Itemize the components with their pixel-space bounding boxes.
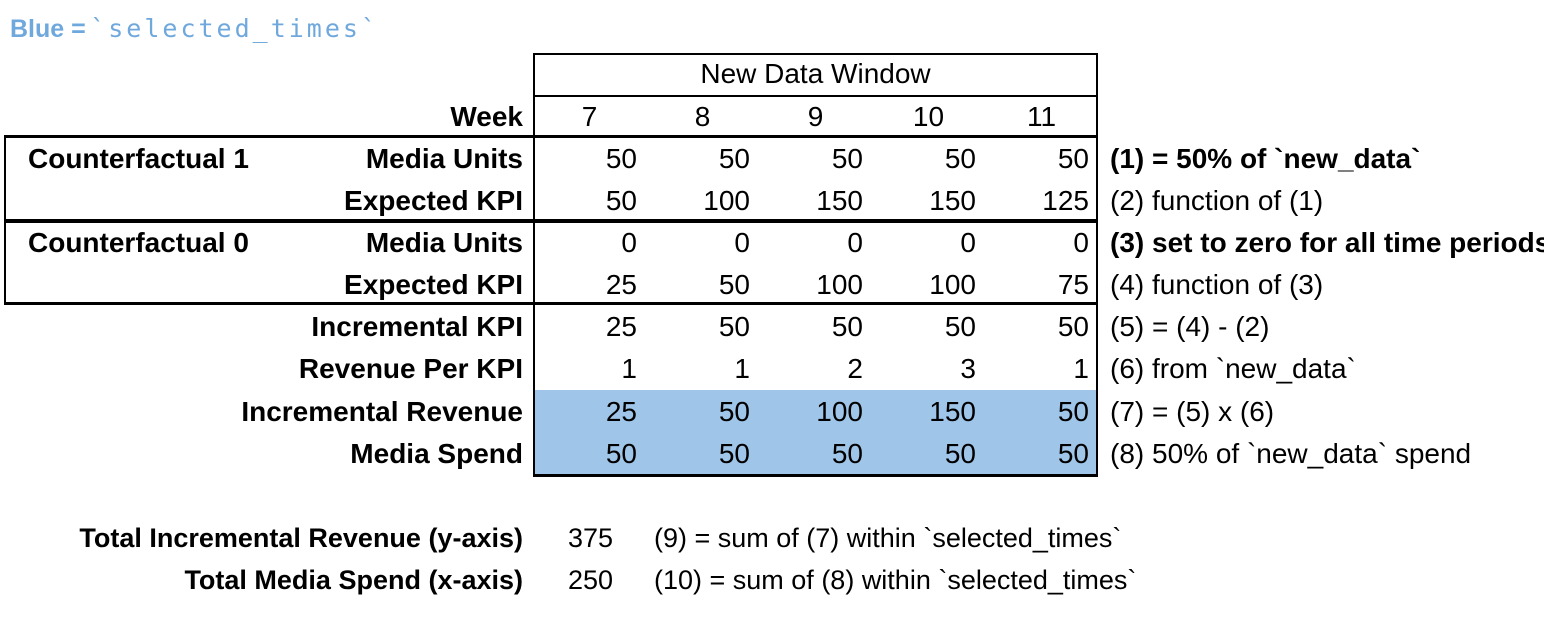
cell-value: 150 bbox=[929, 395, 976, 427]
week-number: 10 bbox=[912, 100, 945, 132]
header-box bbox=[533, 53, 1098, 97]
counterfactual-1-label: Counterfactual 1 bbox=[28, 142, 249, 174]
cell-value: 25 bbox=[605, 395, 637, 427]
cell-value: 150 bbox=[929, 184, 976, 216]
cell-value: 1 bbox=[1073, 352, 1089, 384]
cell-value: 75 bbox=[1057, 268, 1089, 300]
table-row-incremental-kpi: Incremental KPI 25 50 50 50 50 (5) = (4)… bbox=[0, 305, 1269, 348]
selected-times-highlight bbox=[535, 390, 1096, 475]
cell-value: 50 bbox=[831, 142, 863, 174]
cell-value: 1 bbox=[621, 352, 637, 384]
counterfactual-0-box bbox=[4, 221, 1098, 305]
cell-value: 0 bbox=[734, 226, 750, 258]
cell-value: 50 bbox=[944, 142, 976, 174]
total-value: 250 bbox=[568, 564, 614, 595]
cell-value: 50 bbox=[718, 142, 750, 174]
cell-value: 1 bbox=[734, 352, 750, 384]
week-label: Week bbox=[450, 100, 523, 132]
row-label: Media Spend bbox=[350, 437, 523, 469]
cell-value: 50 bbox=[718, 268, 750, 300]
cell-value: 3 bbox=[960, 352, 976, 384]
row-label: Media Units bbox=[365, 142, 523, 174]
cell-value: 2 bbox=[847, 352, 863, 384]
cell-value: 150 bbox=[816, 184, 863, 216]
total-note: (10) = sum of (8) within `selected_times… bbox=[654, 564, 1137, 595]
cell-value: 25 bbox=[605, 268, 637, 300]
total-note: (9) = sum of (7) within `selected_times` bbox=[654, 522, 1122, 553]
cell-value: 100 bbox=[929, 268, 976, 300]
total-label: Total Media Spend (x-axis) bbox=[184, 564, 523, 595]
table-row-revenue-per-kpi: Revenue Per KPI 1 1 2 3 1 (6) from `new_… bbox=[0, 347, 1356, 390]
cell-value: 100 bbox=[816, 395, 863, 427]
legend: Blue = `selected_times` bbox=[10, 14, 379, 44]
cell-value: 50 bbox=[718, 437, 750, 469]
week-number: 7 bbox=[581, 100, 598, 132]
cell-value: 50 bbox=[1057, 142, 1089, 174]
row-label: Revenue Per KPI bbox=[298, 352, 523, 384]
row-note: (1) = 50% of `new_data` bbox=[1110, 142, 1421, 174]
row-note: (6) from `new_data` bbox=[1110, 352, 1356, 384]
row-label: Incremental KPI bbox=[311, 310, 523, 342]
table-row-media-spend: Media Spend 50 50 50 50 50 (8) 50% of `n… bbox=[0, 432, 1471, 475]
cell-value: 50 bbox=[605, 437, 637, 469]
legend-prefix: Blue = bbox=[10, 15, 86, 43]
table-row-expected-kpi-cf0: Expected KPI 25 50 100 100 75 (4) functi… bbox=[0, 263, 1323, 306]
cell-value: 50 bbox=[1057, 395, 1089, 427]
cell-value: 125 bbox=[1042, 184, 1089, 216]
week-number: 9 bbox=[807, 100, 824, 132]
cell-value: 0 bbox=[1073, 226, 1089, 258]
cell-value: 50 bbox=[718, 310, 750, 342]
week-row: Week 7 8 9 10 11 bbox=[0, 95, 1098, 138]
cell-value: 0 bbox=[847, 226, 863, 258]
total-incremental-revenue-row: Total Incremental Revenue (y-axis) 375 (… bbox=[0, 517, 1121, 559]
row-label: Expected KPI bbox=[344, 268, 523, 300]
cell-value: 50 bbox=[831, 310, 863, 342]
cell-value: 0 bbox=[621, 226, 637, 258]
row-note: (7) = (5) x (6) bbox=[1110, 395, 1275, 427]
table-row-incremental-revenue: Incremental Revenue 25 50 100 150 50 (7)… bbox=[0, 390, 1274, 433]
cell-value: 50 bbox=[944, 437, 976, 469]
cell-value: 50 bbox=[718, 395, 750, 427]
cell-value: 0 bbox=[960, 226, 976, 258]
row-note: (2) function of (1) bbox=[1110, 184, 1324, 216]
row-label: Expected KPI bbox=[344, 184, 523, 216]
cell-value: 100 bbox=[703, 184, 750, 216]
row-note: (5) = (4) - (2) bbox=[1110, 310, 1270, 342]
cell-value: 50 bbox=[1057, 437, 1089, 469]
week-number: 8 bbox=[694, 100, 711, 132]
new-data-window-header: New Data Window bbox=[700, 58, 931, 89]
cell-value: 50 bbox=[605, 142, 637, 174]
cell-value: 50 bbox=[831, 437, 863, 469]
table-row-media-units-cf0: Media Units 0 0 0 0 0 (3) set to zero fo… bbox=[0, 221, 1544, 264]
cell-value: 50 bbox=[944, 310, 976, 342]
row-note: (8) 50% of `new_data` spend bbox=[1110, 437, 1472, 469]
table-row-expected-kpi-cf1: Expected KPI 50 100 150 150 125 (2) func… bbox=[0, 179, 1323, 222]
total-value: 375 bbox=[568, 522, 614, 553]
counterfactual-1-box bbox=[4, 135, 1098, 221]
cell-value: 50 bbox=[1057, 310, 1089, 342]
legend-code-selected-times: `selected_times` bbox=[90, 14, 380, 43]
row-label: Incremental Revenue bbox=[241, 395, 523, 427]
counterfactual-0-label: Counterfactual 0 bbox=[28, 226, 249, 258]
table-row-media-units-cf1: Media Units 50 50 50 50 50 (1) = 50% of … bbox=[0, 137, 1421, 180]
total-media-spend-row: Total Media Spend (x-axis) 250 (10) = su… bbox=[0, 559, 1136, 601]
week-number: 11 bbox=[1026, 100, 1057, 132]
row-note: (4) function of (3) bbox=[1110, 268, 1324, 300]
row-note: (3) set to zero for all time periods bbox=[1110, 226, 1544, 258]
total-label: Total Incremental Revenue (y-axis) bbox=[79, 522, 523, 553]
row-label: Media Units bbox=[365, 226, 523, 258]
cell-value: 100 bbox=[816, 268, 863, 300]
cell-value: 50 bbox=[605, 184, 637, 216]
cell-value: 25 bbox=[605, 310, 637, 342]
